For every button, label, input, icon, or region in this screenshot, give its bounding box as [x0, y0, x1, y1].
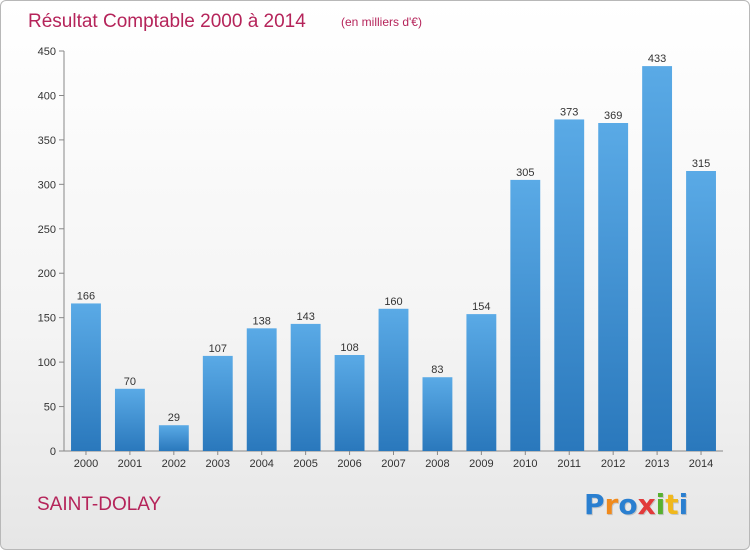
x-tick-label: 2008: [425, 458, 449, 470]
x-tick-label: 2012: [601, 458, 625, 470]
x-tick-label: 2010: [513, 458, 537, 470]
y-tick-label: 450: [38, 46, 56, 58]
x-tick-label: 2006: [337, 458, 361, 470]
x-tick-label: 2005: [293, 458, 317, 470]
logo-letter: P: [584, 488, 605, 521]
data-label-2007: 160: [384, 296, 402, 308]
chart-title: Résultat Comptable 2000 à 2014: [28, 11, 306, 32]
place-name: SAINT-DOLAY: [37, 494, 162, 515]
data-label-2005: 143: [296, 311, 314, 323]
y-axis: 0 50 100 150 200 250 300 350 400 450: [38, 46, 65, 458]
x-tick-label: 2014: [689, 458, 713, 470]
proxiti-logo: Proxiti: [584, 488, 688, 521]
x-tick-label: 2002: [162, 458, 186, 470]
y-tick-label: 150: [38, 313, 56, 325]
data-label-2002: 29: [168, 412, 180, 424]
data-label-2011: 373: [560, 106, 578, 118]
y-tick-label: 250: [38, 224, 56, 236]
data-label-2014: 315: [692, 158, 710, 170]
data-label-2013: 433: [648, 53, 666, 65]
data-label-2008: 83: [431, 364, 443, 376]
chart-subtitle: (en milliers d'€): [341, 15, 422, 29]
bar-2010: [510, 179, 541, 451]
y-tick-label: 200: [38, 268, 56, 280]
bar-2003: [202, 355, 233, 451]
data-label-2012: 369: [604, 110, 622, 122]
logo-letter: x: [637, 488, 656, 521]
data-label-2003: 107: [209, 343, 227, 355]
y-tick-label: 0: [50, 446, 56, 458]
data-label-2001: 70: [124, 376, 136, 388]
logo-letter: o: [618, 488, 638, 521]
data-label-2004: 138: [253, 315, 271, 327]
bar-2014: [686, 171, 716, 451]
bar-2002: [158, 425, 189, 451]
y-tick-label: 400: [38, 90, 56, 102]
bar-2008: [422, 377, 453, 451]
bar-2001: [114, 388, 145, 451]
y-tick-label: 100: [38, 357, 56, 369]
bar-2000: [71, 303, 101, 451]
bar-2006: [334, 355, 365, 451]
bars: 166 70 29 107 138 143 108 160 83 154 305 373 369 433 3…: [71, 53, 716, 451]
x-tick-label: 2004: [249, 458, 273, 470]
bar-2009: [466, 314, 497, 451]
logo-letter: r: [604, 488, 619, 521]
x-tick-label: 2000: [74, 458, 98, 470]
x-tick-label: 2003: [206, 458, 230, 470]
bar-2011: [554, 119, 585, 451]
data-label-2009: 154: [472, 301, 490, 313]
x-tick-label: 2007: [381, 458, 405, 470]
x-axis: 2000 2001 2002 2003 2004 2005 2006 2007 2008 2009…: [64, 450, 723, 470]
bar-2007: [378, 308, 409, 451]
y-tick-label: 50: [44, 402, 56, 414]
bar-2004: [246, 328, 277, 451]
y-tick-label: 350: [38, 135, 56, 147]
logo-letter: i: [678, 488, 689, 521]
bar-2005: [290, 323, 321, 451]
data-label-2006: 108: [340, 342, 358, 354]
x-tick-label: 2013: [645, 458, 669, 470]
logo-letter: t: [665, 488, 679, 521]
x-tick-label: 2011: [557, 458, 581, 470]
bar-2012: [598, 123, 629, 451]
bar-2013: [642, 66, 673, 451]
data-label-2000: 166: [77, 290, 95, 302]
logo-letter: i: [655, 488, 666, 521]
x-tick-label: 2009: [469, 458, 493, 470]
x-tick-label: 2001: [118, 458, 142, 470]
y-tick-label: 300: [38, 179, 56, 191]
data-label-2010: 305: [516, 167, 534, 179]
